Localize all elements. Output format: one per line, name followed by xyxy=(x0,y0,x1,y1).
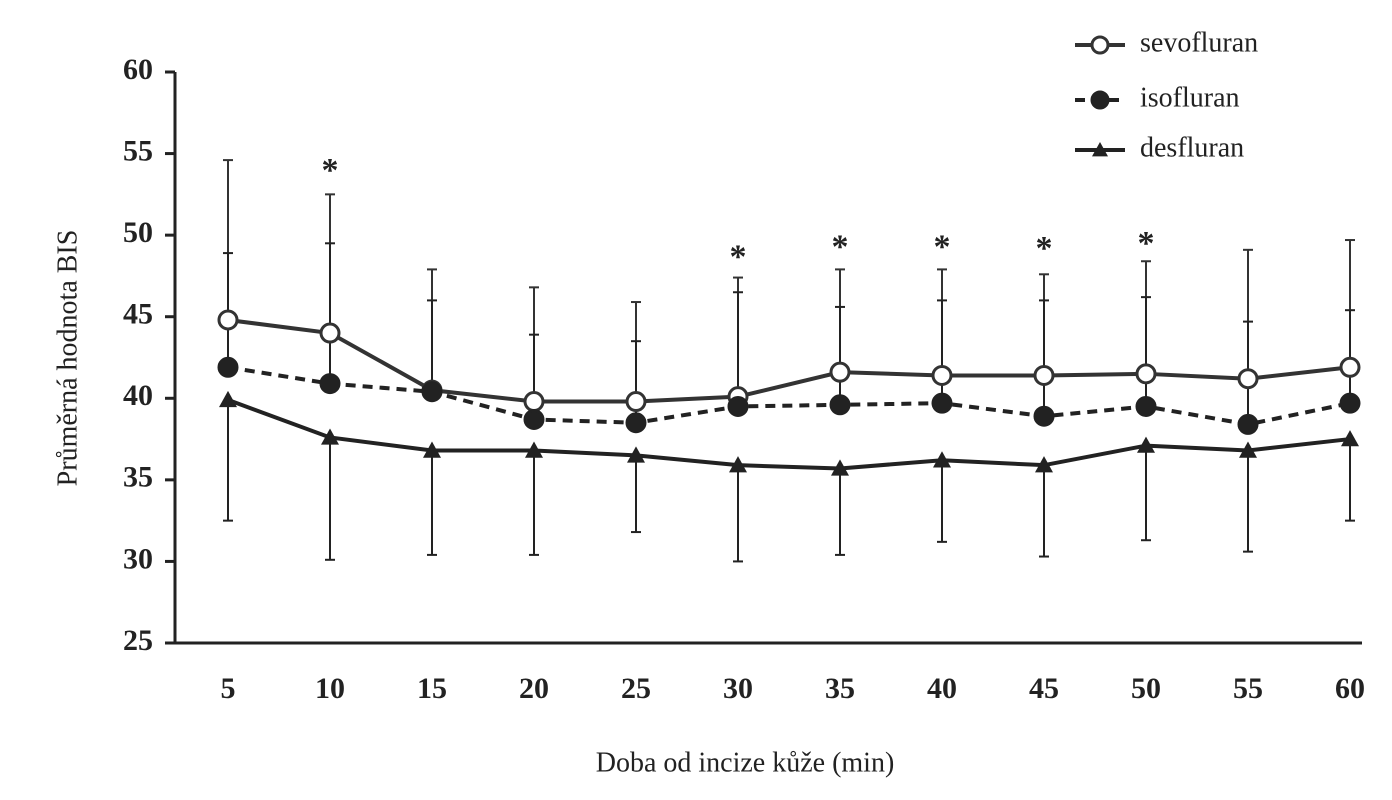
y-tick-label: 55 xyxy=(123,134,153,167)
marker xyxy=(931,392,953,414)
legend-marker xyxy=(1090,90,1110,110)
marker xyxy=(831,459,849,476)
legend-label: desfluran xyxy=(1140,132,1244,163)
x-tick-label: 30 xyxy=(723,672,753,705)
series-line xyxy=(227,398,1351,471)
marker xyxy=(421,381,443,403)
marker xyxy=(1137,436,1155,453)
marker xyxy=(931,364,953,386)
y-tick-label: 50 xyxy=(123,216,153,249)
y-tick-label: 60 xyxy=(123,53,153,86)
x-axis-title: Doba od incize kůže (min) xyxy=(596,747,895,778)
y-axis-title: Průměrná hodnota BIS xyxy=(52,230,83,487)
y-tick-label: 45 xyxy=(123,298,153,331)
annotation: * xyxy=(832,228,849,265)
legend-label: isofluran xyxy=(1140,82,1240,113)
marker xyxy=(1339,392,1361,414)
marker xyxy=(1135,395,1157,417)
x-tick-label: 5 xyxy=(221,672,236,705)
series-line xyxy=(227,365,1351,427)
series-line xyxy=(227,317,1351,404)
marker xyxy=(729,456,747,473)
legend-label: sevofluran xyxy=(1140,27,1258,58)
x-tick-label: 50 xyxy=(1131,672,1161,705)
marker xyxy=(523,391,545,413)
marker xyxy=(423,441,441,458)
x-tick-label: 15 xyxy=(417,672,447,705)
marker xyxy=(1035,456,1053,473)
y-tick-label: 35 xyxy=(123,461,153,494)
x-tick-label: 10 xyxy=(315,672,345,705)
marker xyxy=(1239,441,1257,458)
annotation: * xyxy=(730,238,747,275)
marker xyxy=(625,412,647,434)
marker xyxy=(829,361,851,383)
marker xyxy=(625,391,647,413)
marker xyxy=(219,390,237,408)
x-tick-label: 60 xyxy=(1335,672,1365,705)
marker xyxy=(1341,430,1359,447)
marker xyxy=(1033,405,1055,427)
marker xyxy=(627,446,645,463)
marker xyxy=(1033,364,1055,386)
marker xyxy=(319,373,341,395)
marker xyxy=(1237,368,1259,390)
annotation: * xyxy=(1036,230,1053,267)
marker xyxy=(525,441,543,458)
marker xyxy=(217,309,239,331)
x-tick-label: 45 xyxy=(1029,672,1059,705)
marker xyxy=(523,408,545,430)
x-tick-label: 35 xyxy=(825,672,855,705)
annotation: * xyxy=(934,228,951,265)
y-tick-label: 40 xyxy=(123,379,153,412)
x-tick-label: 55 xyxy=(1233,672,1263,705)
legend-marker xyxy=(1092,142,1108,157)
marker xyxy=(1237,413,1259,435)
annotation: * xyxy=(322,152,339,189)
y-tick-label: 30 xyxy=(123,542,153,575)
x-tick-label: 40 xyxy=(927,672,957,705)
marker xyxy=(217,356,239,378)
x-tick-label: 25 xyxy=(621,672,651,705)
marker xyxy=(829,394,851,416)
marker xyxy=(1339,356,1361,378)
y-tick-label: 25 xyxy=(123,624,153,657)
marker xyxy=(727,395,749,417)
marker xyxy=(321,428,339,445)
legend-marker xyxy=(1090,35,1110,55)
marker xyxy=(933,451,951,468)
marker xyxy=(1135,363,1157,385)
x-tick-label: 20 xyxy=(519,672,549,705)
annotation: * xyxy=(1138,225,1155,262)
marker xyxy=(319,322,341,344)
